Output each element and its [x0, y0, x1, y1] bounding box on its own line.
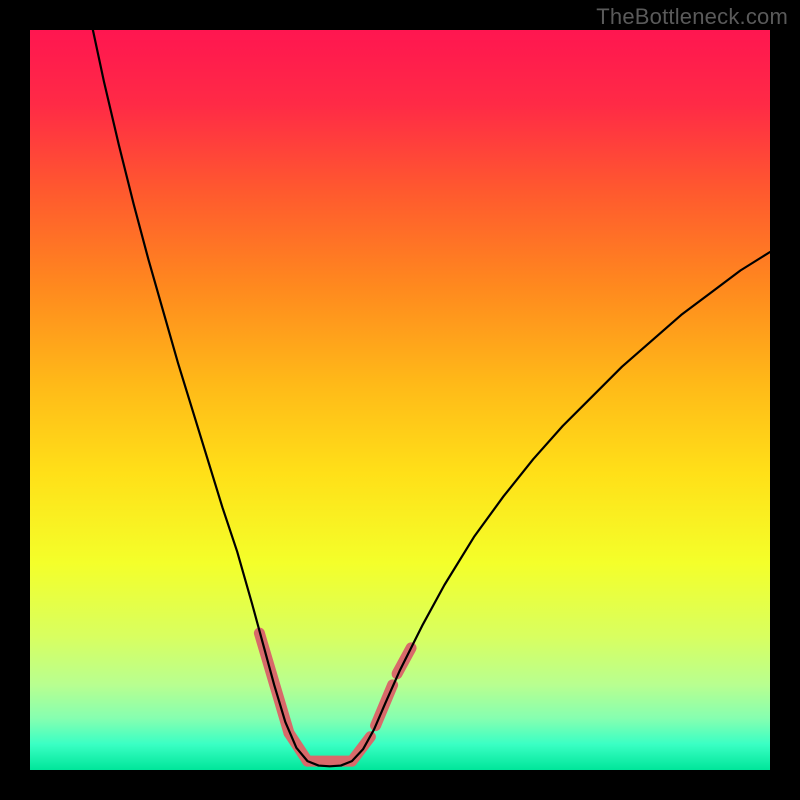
plot-area — [30, 30, 770, 770]
figure-root: TheBottleneck.com — [0, 0, 800, 800]
curve-layer — [30, 30, 770, 770]
watermark-text: TheBottleneck.com — [596, 4, 788, 30]
bottleneck-curve — [93, 30, 770, 766]
